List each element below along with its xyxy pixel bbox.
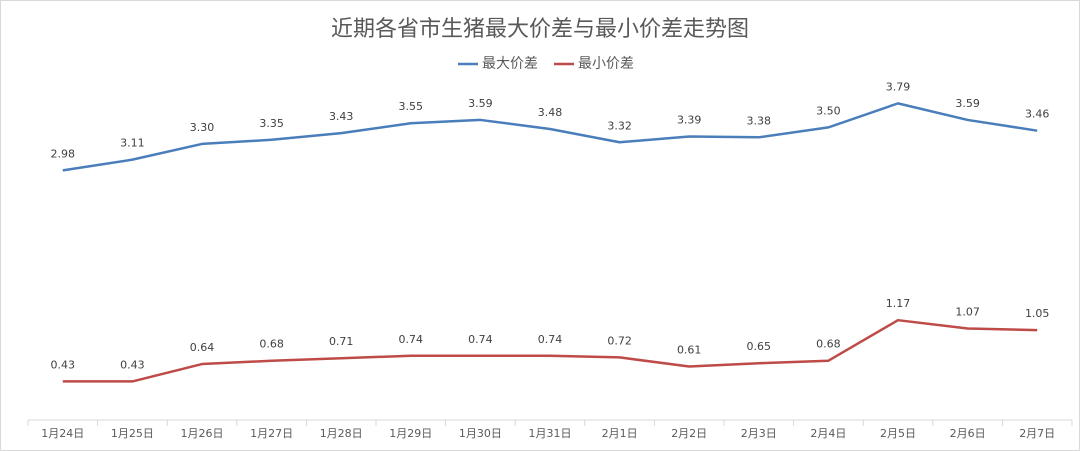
- data-label: 3.39: [677, 113, 702, 126]
- data-label: 3.38: [747, 114, 772, 127]
- data-label: 3.55: [399, 100, 424, 113]
- data-label: 1.17: [886, 297, 911, 310]
- legend-label: 最大价差: [482, 56, 538, 72]
- data-label: 0.71: [329, 335, 354, 348]
- data-label: 0.43: [51, 358, 76, 371]
- x-tick-label: 2月7日: [1019, 427, 1055, 440]
- data-label: 0.65: [747, 340, 772, 353]
- data-label: 1.05: [1025, 307, 1050, 320]
- data-label: 3.32: [607, 119, 632, 132]
- data-label: 0.72: [607, 334, 632, 347]
- x-tick-label: 1月29日: [389, 427, 432, 440]
- x-tick-label: 1月28日: [320, 427, 363, 440]
- data-label: 0.61: [677, 344, 702, 357]
- data-label: 3.48: [538, 106, 563, 119]
- chart-title: 近期各省市生猪最大价差与最小价差走势图: [331, 17, 749, 42]
- data-label: 3.11: [120, 137, 145, 150]
- data-label: 3.79: [886, 80, 911, 93]
- x-tick-label: 1月27日: [250, 427, 293, 440]
- x-tick-label: 1月30日: [459, 427, 502, 440]
- data-label: 0.74: [468, 333, 493, 346]
- data-label: 0.74: [399, 333, 424, 346]
- x-tick-label: 2月2日: [671, 427, 707, 440]
- x-tick-label: 2月6日: [950, 427, 986, 440]
- data-label: 3.43: [329, 110, 354, 123]
- data-label: 3.46: [1025, 108, 1050, 121]
- data-label: 3.30: [190, 121, 215, 134]
- data-label: 1.07: [955, 305, 980, 318]
- data-label: 0.64: [190, 341, 215, 354]
- series-line: [62, 318, 1038, 383]
- data-label: 0.68: [259, 338, 284, 351]
- legend-label: 最小价差: [578, 56, 634, 72]
- data-label: 3.59: [955, 97, 980, 110]
- x-tick-label: 2月4日: [810, 427, 846, 440]
- x-tick-label: 1月25日: [111, 427, 154, 440]
- x-tick-label: 2月5日: [880, 427, 916, 440]
- data-label: 2.98: [51, 147, 76, 160]
- x-tick-label: 1月31日: [529, 427, 572, 440]
- data-label: 0.68: [816, 338, 841, 351]
- data-label: 0.74: [538, 333, 563, 346]
- data-label: 3.59: [468, 97, 493, 110]
- x-tick-label: 2月3日: [741, 427, 777, 440]
- series-line: [62, 102, 1038, 172]
- data-label: 0.43: [120, 358, 145, 371]
- data-label: 3.35: [259, 117, 284, 130]
- x-tick-label: 1月26日: [181, 427, 224, 440]
- data-label: 3.50: [816, 104, 841, 117]
- x-tick-label: 2月1日: [602, 427, 638, 440]
- x-tick-label: 1月24日: [41, 427, 84, 440]
